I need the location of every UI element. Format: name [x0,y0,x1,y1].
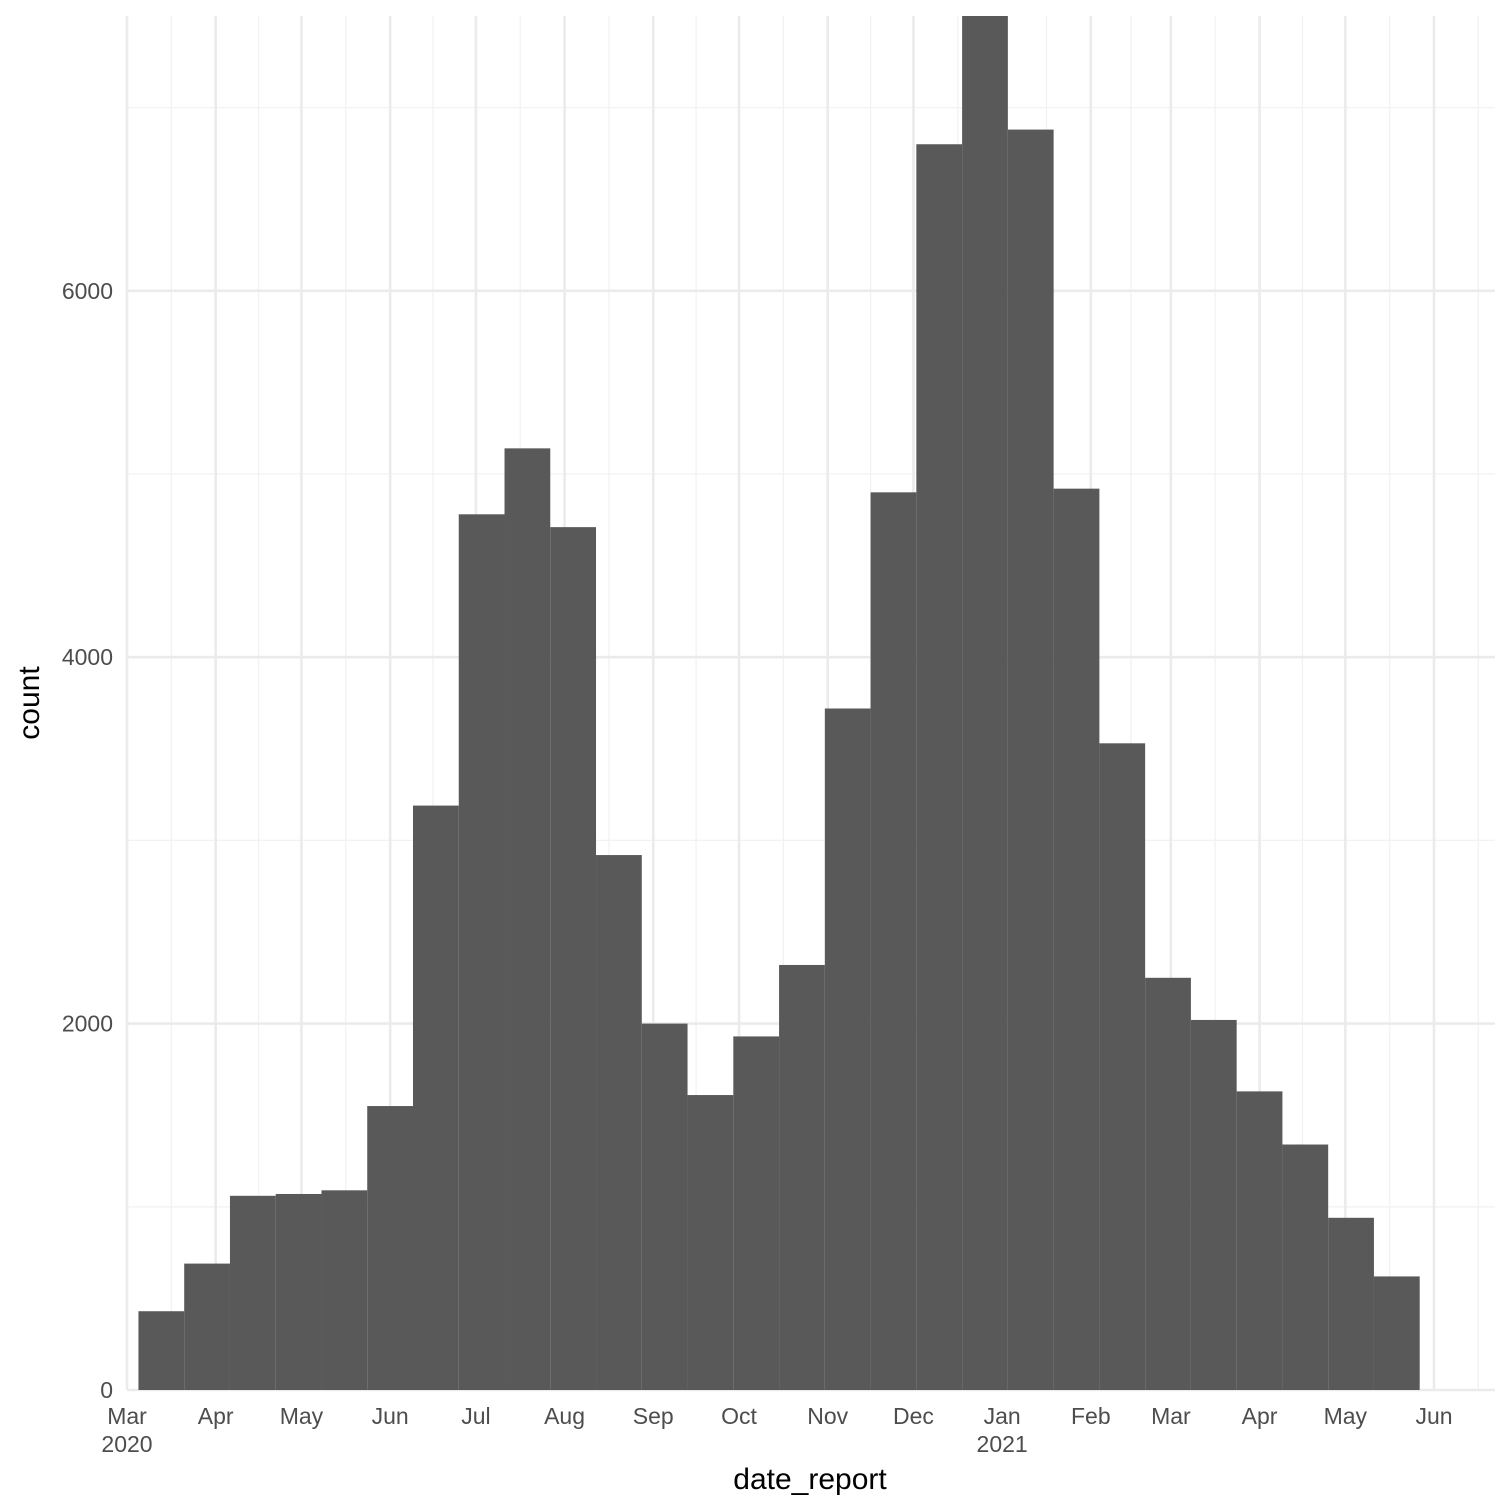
x-tick-label: Jan [984,1403,1021,1429]
y-tick-label: 2000 [62,1011,113,1037]
histogram-bar [458,514,505,1390]
x-tick-label: Jul [461,1403,490,1429]
x-tick-label: May [280,1403,324,1429]
x-tick-label: Dec [893,1403,934,1429]
histogram-bar [1053,488,1100,1390]
x-tick-label: May [1324,1403,1368,1429]
x-tick-year-label: 2020 [101,1431,152,1457]
histogram-bar [1099,743,1146,1390]
x-tick-label: Aug [544,1403,585,1429]
histogram-bar [824,708,871,1390]
histogram-bar [550,527,597,1390]
histogram-bar [321,1190,368,1390]
y-axis-tick-labels: 0 2000 4000 6000 [62,278,113,1403]
y-tick-label: 4000 [62,644,113,670]
histogram-bar [1282,1144,1329,1390]
histogram-bar [1190,1019,1237,1390]
histogram-bar [916,144,963,1391]
x-tick-label: Feb [1071,1403,1111,1429]
histogram-bar [367,1106,413,1390]
x-tick-label: Nov [807,1403,848,1429]
x-axis-title: date_report [733,1463,887,1496]
histogram-bar [1007,129,1054,1391]
x-tick-year-label: 2021 [977,1431,1028,1457]
x-tick-label: Jun [1415,1403,1452,1429]
histogram-bar [1373,1276,1420,1390]
x-tick-label: Jun [372,1403,409,1429]
x-tick-label: Mar [107,1403,147,1429]
y-tick-label: 6000 [62,278,113,304]
x-tick-label: Mar [1151,1403,1191,1429]
histogram-bar [275,1193,322,1390]
histogram-bar [1145,977,1191,1390]
y-tick-label: 0 [100,1377,113,1403]
histogram-bar [596,855,642,1390]
histogram-bar [1328,1217,1374,1390]
histogram-bar [962,16,1008,1390]
histogram-bar [504,448,551,1390]
histogram-bar [687,1095,734,1390]
histogram-bar [1236,1091,1283,1390]
histogram-bar [229,1195,276,1390]
histogram-bar [870,492,917,1390]
x-tick-label: Apr [1242,1403,1278,1429]
x-tick-label: Apr [198,1403,234,1429]
x-tick-label: Sep [633,1403,674,1429]
histogram-bar [733,1036,780,1390]
histogram-bar [641,1023,688,1390]
histogram-bar [184,1263,230,1390]
histogram-bar [779,964,825,1390]
histogram-bar [138,1311,185,1390]
y-axis-title: count [13,666,46,740]
histogram-bar [412,805,459,1390]
histogram-bars [138,16,1420,1391]
x-tick-label: Oct [721,1403,757,1429]
